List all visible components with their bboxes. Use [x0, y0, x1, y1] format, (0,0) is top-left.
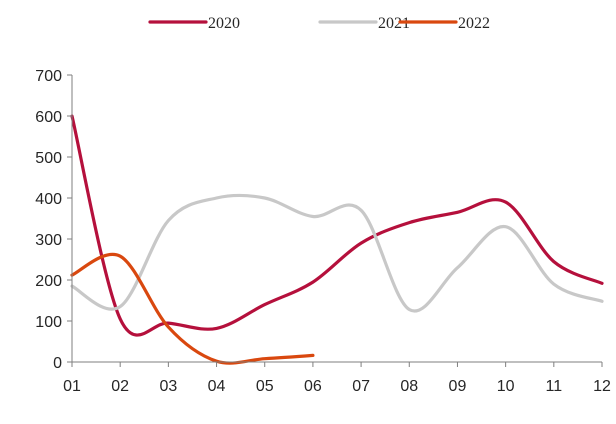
- x-tick-label: 04: [208, 378, 226, 395]
- x-tick-label: 02: [111, 378, 129, 395]
- y-tick-label: 200: [35, 273, 62, 290]
- series-line-2022: [70, 252, 315, 365]
- x-tick-label: 06: [304, 378, 322, 395]
- series-line-2020: [70, 114, 604, 337]
- x-tick-label: 08: [400, 378, 418, 395]
- axes: 0 100 200 300 400 500 600 700 01 02 03 04 05 06 07 08 09…: [35, 68, 611, 395]
- y-tick-label: 400: [35, 191, 62, 208]
- y-tick-label: 300: [35, 232, 62, 249]
- legend-label-2021: 2021: [378, 15, 410, 32]
- y-tick-label: 500: [35, 150, 62, 167]
- x-tick-label: 05: [256, 378, 274, 395]
- x-tick-label: 10: [497, 378, 515, 395]
- x-tick-label: 11: [546, 378, 563, 395]
- legend: 2020 2021 2022: [148, 15, 490, 32]
- y-tick-label: 600: [35, 109, 62, 126]
- x-tick-label: 09: [449, 378, 467, 395]
- x-tick-label: 01: [63, 378, 81, 395]
- series-layer: [70, 114, 604, 365]
- x-tick-label: 12: [593, 378, 611, 395]
- y-tick-label: 0: [53, 355, 62, 372]
- y-tick-label: 100: [35, 314, 62, 331]
- x-tick-label: 03: [159, 378, 177, 395]
- legend-label-2022: 2022: [458, 15, 490, 32]
- series-line-2021: [70, 193, 604, 313]
- x-tick-label: 07: [352, 378, 370, 395]
- legend-label-2020: 2020: [208, 15, 240, 32]
- y-tick-label: 700: [35, 68, 62, 85]
